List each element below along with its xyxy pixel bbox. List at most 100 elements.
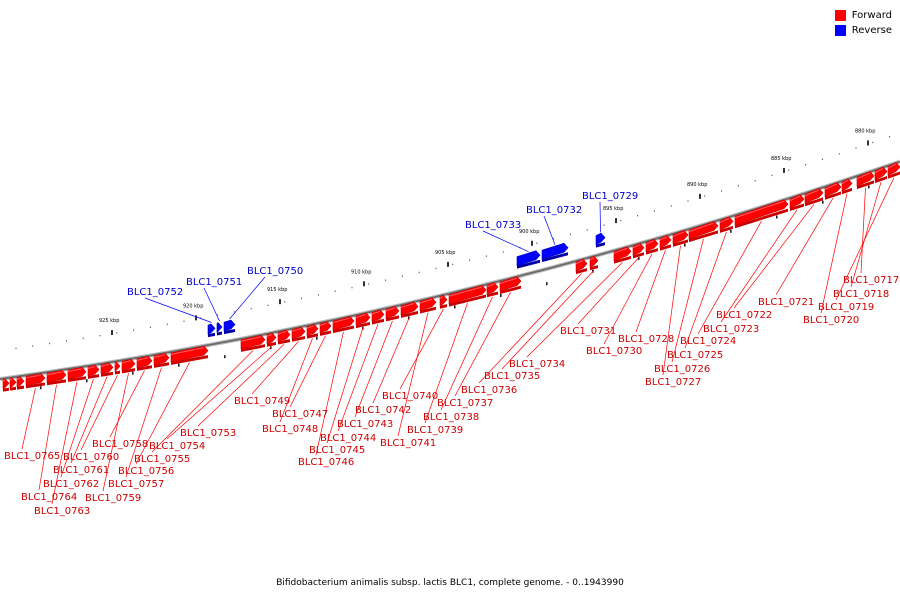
major-tick bbox=[615, 218, 617, 224]
label-leader bbox=[251, 341, 299, 395]
gene-label: BLC1_0760 bbox=[63, 452, 119, 463]
gene-BLC1_0756 bbox=[170, 345, 209, 365]
minor-tick bbox=[301, 297, 303, 300]
label-leader bbox=[733, 204, 815, 309]
label-leader bbox=[543, 215, 556, 245]
gene-BLC1_0731 bbox=[632, 242, 645, 259]
minor-tick bbox=[401, 275, 403, 277]
gene-label: BLC1_0726 bbox=[654, 364, 710, 375]
reverse-swatch bbox=[834, 25, 846, 36]
label-leader bbox=[144, 297, 212, 323]
label-leader bbox=[424, 302, 468, 424]
lane-tick bbox=[638, 256, 640, 260]
minor-tick bbox=[15, 347, 17, 350]
minor-tick bbox=[737, 185, 739, 187]
gene-label: BLC1_0757 bbox=[108, 479, 164, 490]
minor-tick bbox=[217, 314, 219, 316]
minor-tick bbox=[368, 283, 370, 285]
gene-BLC1_0758 bbox=[136, 355, 153, 371]
gene-BLC1_0762 bbox=[87, 364, 100, 379]
gene-label: BLC1_0749 bbox=[234, 396, 290, 407]
gene-BLC1_0740 bbox=[439, 294, 448, 309]
minor-tick bbox=[334, 290, 336, 292]
gene-BLC1_0739 bbox=[448, 285, 487, 307]
gene-label: BLC1_0717 bbox=[843, 275, 899, 286]
label-leader bbox=[482, 230, 529, 253]
legend-item-reverse: Reverse bbox=[834, 23, 892, 38]
gene-BLC1_0724 bbox=[734, 199, 789, 229]
gene-label: BLC1_0752 bbox=[127, 287, 183, 298]
legend-label-reverse: Reverse bbox=[851, 25, 892, 36]
gene-label: BLC1_0744 bbox=[320, 433, 376, 444]
minor-tick bbox=[637, 215, 639, 217]
label-leader bbox=[70, 376, 108, 464]
minor-tick bbox=[805, 164, 807, 166]
major-tick bbox=[195, 315, 197, 321]
kbp-label: 885 kbp bbox=[771, 156, 791, 162]
gene-BLC1_0742 bbox=[400, 301, 419, 318]
label-leader bbox=[135, 362, 190, 465]
label-leader bbox=[671, 238, 704, 363]
legend: Forward Reverse bbox=[834, 8, 892, 38]
gene-label: BLC1_0722 bbox=[716, 310, 772, 321]
minor-tick bbox=[536, 242, 538, 244]
label-leader bbox=[399, 308, 444, 390]
minor-tick bbox=[452, 263, 454, 266]
label-leader bbox=[454, 292, 511, 397]
gene-BLC1_0747 bbox=[319, 321, 332, 336]
minor-tick bbox=[872, 141, 874, 144]
label-leader bbox=[337, 324, 379, 432]
major-tick bbox=[531, 240, 533, 246]
lane-tick bbox=[684, 243, 686, 247]
gene-BLC1_0719 bbox=[887, 162, 900, 179]
label-leader bbox=[102, 373, 129, 492]
gene-BLC1_0757 bbox=[153, 352, 170, 368]
minor-tick bbox=[485, 255, 487, 257]
gene-label: BLC1_0739 bbox=[407, 425, 463, 436]
label-leader bbox=[478, 273, 582, 384]
lane-tick bbox=[822, 200, 824, 204]
gene-label: BLC1_0756 bbox=[118, 466, 174, 477]
minor-tick bbox=[855, 147, 857, 149]
gene-BLC1_0727 bbox=[672, 230, 689, 247]
kbp-label: 920 kbp bbox=[183, 303, 203, 309]
label-leader bbox=[684, 231, 727, 349]
label-leader bbox=[315, 331, 344, 456]
kbp-label: 895 kbp bbox=[603, 206, 623, 212]
gene-BLC1_0738 bbox=[486, 282, 499, 298]
minor-tick bbox=[351, 286, 353, 289]
major-tick bbox=[111, 330, 113, 336]
label-leader bbox=[697, 220, 762, 335]
gene-features bbox=[2, 162, 900, 392]
lane-tick bbox=[178, 363, 180, 367]
forward-swatch bbox=[834, 10, 846, 21]
gene-BLC1_0734 bbox=[613, 246, 632, 264]
label-leader bbox=[835, 177, 895, 301]
label-leader bbox=[526, 262, 623, 358]
kbp-label: 915 kbp bbox=[267, 287, 287, 293]
label-leader bbox=[662, 245, 681, 376]
minor-tick bbox=[704, 195, 706, 197]
gene-label: BLC1_0736 bbox=[461, 385, 517, 396]
gene-BLC1_0746 bbox=[332, 316, 355, 334]
gene-label: BLC1_0729 bbox=[582, 191, 638, 202]
label-leader bbox=[397, 312, 429, 437]
gene-BLC1_0736 bbox=[575, 258, 588, 275]
gene-BLC1_0725 bbox=[719, 216, 734, 233]
gene-BLC1_0737 bbox=[499, 276, 522, 294]
kbp-label: 925 kbp bbox=[99, 318, 119, 324]
gene-label: BLC1_0750 bbox=[247, 266, 303, 277]
minor-tick bbox=[788, 169, 790, 171]
major-tick bbox=[279, 299, 281, 305]
label-leader bbox=[166, 346, 272, 440]
lane-tick bbox=[546, 282, 548, 286]
gene-BLC1_0748 bbox=[306, 323, 319, 339]
gene-label: BLC1_0743 bbox=[337, 419, 393, 430]
gene-labels: BLC1_0717 BLC1_0718 BLC1_0719 BLC1_0720 BLC1… bbox=[4, 177, 899, 517]
label-leader bbox=[60, 378, 94, 478]
gene-BLC1_0751 bbox=[216, 322, 223, 336]
kbp-label: 910 kbp bbox=[351, 269, 371, 275]
minor-tick bbox=[653, 210, 655, 212]
minor-tick bbox=[435, 267, 437, 270]
minor-tick bbox=[889, 136, 891, 138]
